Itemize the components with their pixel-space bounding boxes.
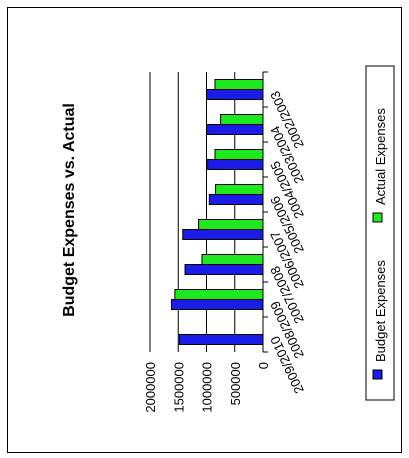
bar-budget [184, 264, 264, 275]
chart-title: Budget Expenses vs. Actual [61, 103, 78, 317]
bar-budget [170, 299, 264, 310]
bar-actual [220, 114, 264, 125]
bar-budget [206, 124, 264, 135]
legend-swatch-actual [372, 212, 383, 223]
legend: Budget Expenses Actual Expenses [365, 65, 395, 401]
chart-title-group: Budget Expenses vs. Actual [61, 103, 78, 317]
bar-budget [178, 334, 264, 345]
bar-actual [215, 184, 264, 195]
bar-actual [214, 79, 264, 90]
chart-frame [7, 7, 402, 453]
bar-actual [201, 254, 264, 265]
value-tick-label: 500000 [228, 362, 243, 405]
legend-box [365, 65, 395, 401]
legend-label-actual: Actual Expenses [373, 108, 388, 205]
value-tick-label: 1000000 [200, 362, 215, 413]
bar-actual [198, 219, 264, 230]
bar-budget [207, 159, 264, 170]
plot-area: 05000001000000150000020000002002/2003200… [143, 71, 307, 413]
legend-label-budget: Budget Expenses [373, 260, 388, 362]
bar-actual [174, 289, 264, 300]
bar-budget [182, 229, 264, 240]
bar-budget [208, 194, 264, 205]
value-tick-label: 0 [256, 362, 271, 369]
value-tick-label: 1500000 [171, 362, 186, 413]
legend-swatch-budget [372, 369, 383, 380]
bar-budget [206, 89, 264, 100]
bar-actual [214, 149, 264, 160]
value-tick-label: 2000000 [143, 362, 158, 413]
